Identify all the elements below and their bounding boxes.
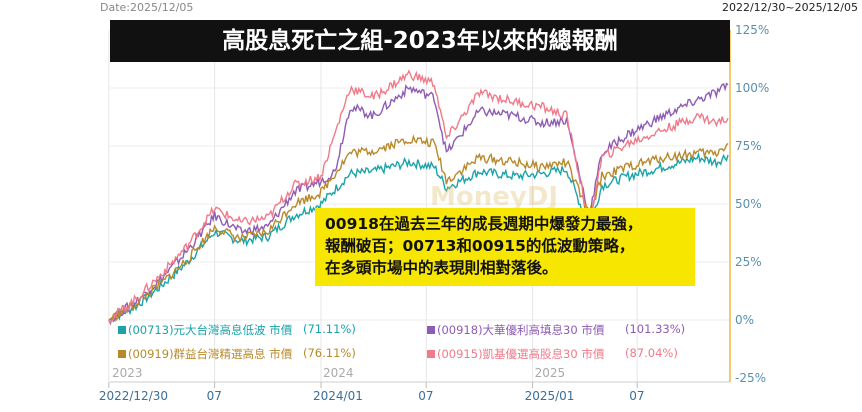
legend-swatch <box>427 350 435 358</box>
year-label: 2025 <box>535 366 566 380</box>
note-line: 00918在過去三年的成長週期中爆發力最強， <box>325 215 643 233</box>
y-tick-label: 0% <box>735 313 754 327</box>
legend-label: (00918)大華優利高填息30 市價 <box>437 323 605 337</box>
note-line: 報酬破百；00713和00915的低波動策略， <box>325 237 635 255</box>
x-tick-label: 2022/12/30 <box>99 389 168 403</box>
series-line <box>108 151 729 323</box>
legend-label: (00919)群益台灣精選高息 市價 <box>128 347 293 361</box>
note-line: 在多頭市場中的表現則相對落後。 <box>325 259 558 277</box>
legend-swatch <box>118 326 126 334</box>
legend-item[interactable]: (00713)元大台灣高息低波 市價 <box>118 322 292 338</box>
legend-item[interactable]: (00918)大華優利高填息30 市價 <box>427 322 604 338</box>
series-line <box>108 134 729 322</box>
annotation-box: 00918在過去三年的成長週期中爆發力最強， 報酬破百；00713和00915的… <box>315 208 695 286</box>
legend-value: (101.33%) <box>625 322 686 336</box>
legend-swatch <box>118 350 126 358</box>
date-range-label: 2022/12/30~2025/12/05 <box>721 1 858 14</box>
y-tick-label: 125% <box>735 23 769 37</box>
x-tick-label: 07 <box>207 389 222 403</box>
x-tick-label: 07 <box>418 389 433 403</box>
chart-title: 高股息死亡之組-2023年以來的總報酬 <box>110 20 730 62</box>
watermark: MoneyDJ <box>430 182 559 212</box>
year-label: 2024 <box>323 366 354 380</box>
y-tick-label: 100% <box>735 81 769 95</box>
legend-value: (71.11%) <box>303 322 356 336</box>
date-label: Date:2025/12/05 <box>100 1 194 14</box>
legend-value: (76.11%) <box>303 346 356 360</box>
legend-label: (00915)凱基優選高股息30 市價 <box>437 347 605 361</box>
x-tick-label: 2025/01 <box>525 389 575 403</box>
legend-label: (00713)元大台灣高息低波 市價 <box>128 323 293 337</box>
legend-swatch <box>427 326 435 334</box>
y-tick-label: 50% <box>735 197 762 211</box>
x-tick-label: 07 <box>629 389 644 403</box>
y-tick-label: -25% <box>735 371 766 385</box>
legend-item[interactable]: (00919)群益台灣精選高息 市價 <box>118 346 292 362</box>
year-label: 2023 <box>112 366 143 380</box>
legend-item[interactable]: (00915)凱基優選高股息30 市價 <box>427 346 604 362</box>
series-line <box>108 69 729 325</box>
legend-value: (87.04%) <box>625 346 678 360</box>
series-line <box>108 82 729 326</box>
x-tick-label: 2024/01 <box>313 389 363 403</box>
y-tick-label: 25% <box>735 255 762 269</box>
y-tick-label: 75% <box>735 139 762 153</box>
